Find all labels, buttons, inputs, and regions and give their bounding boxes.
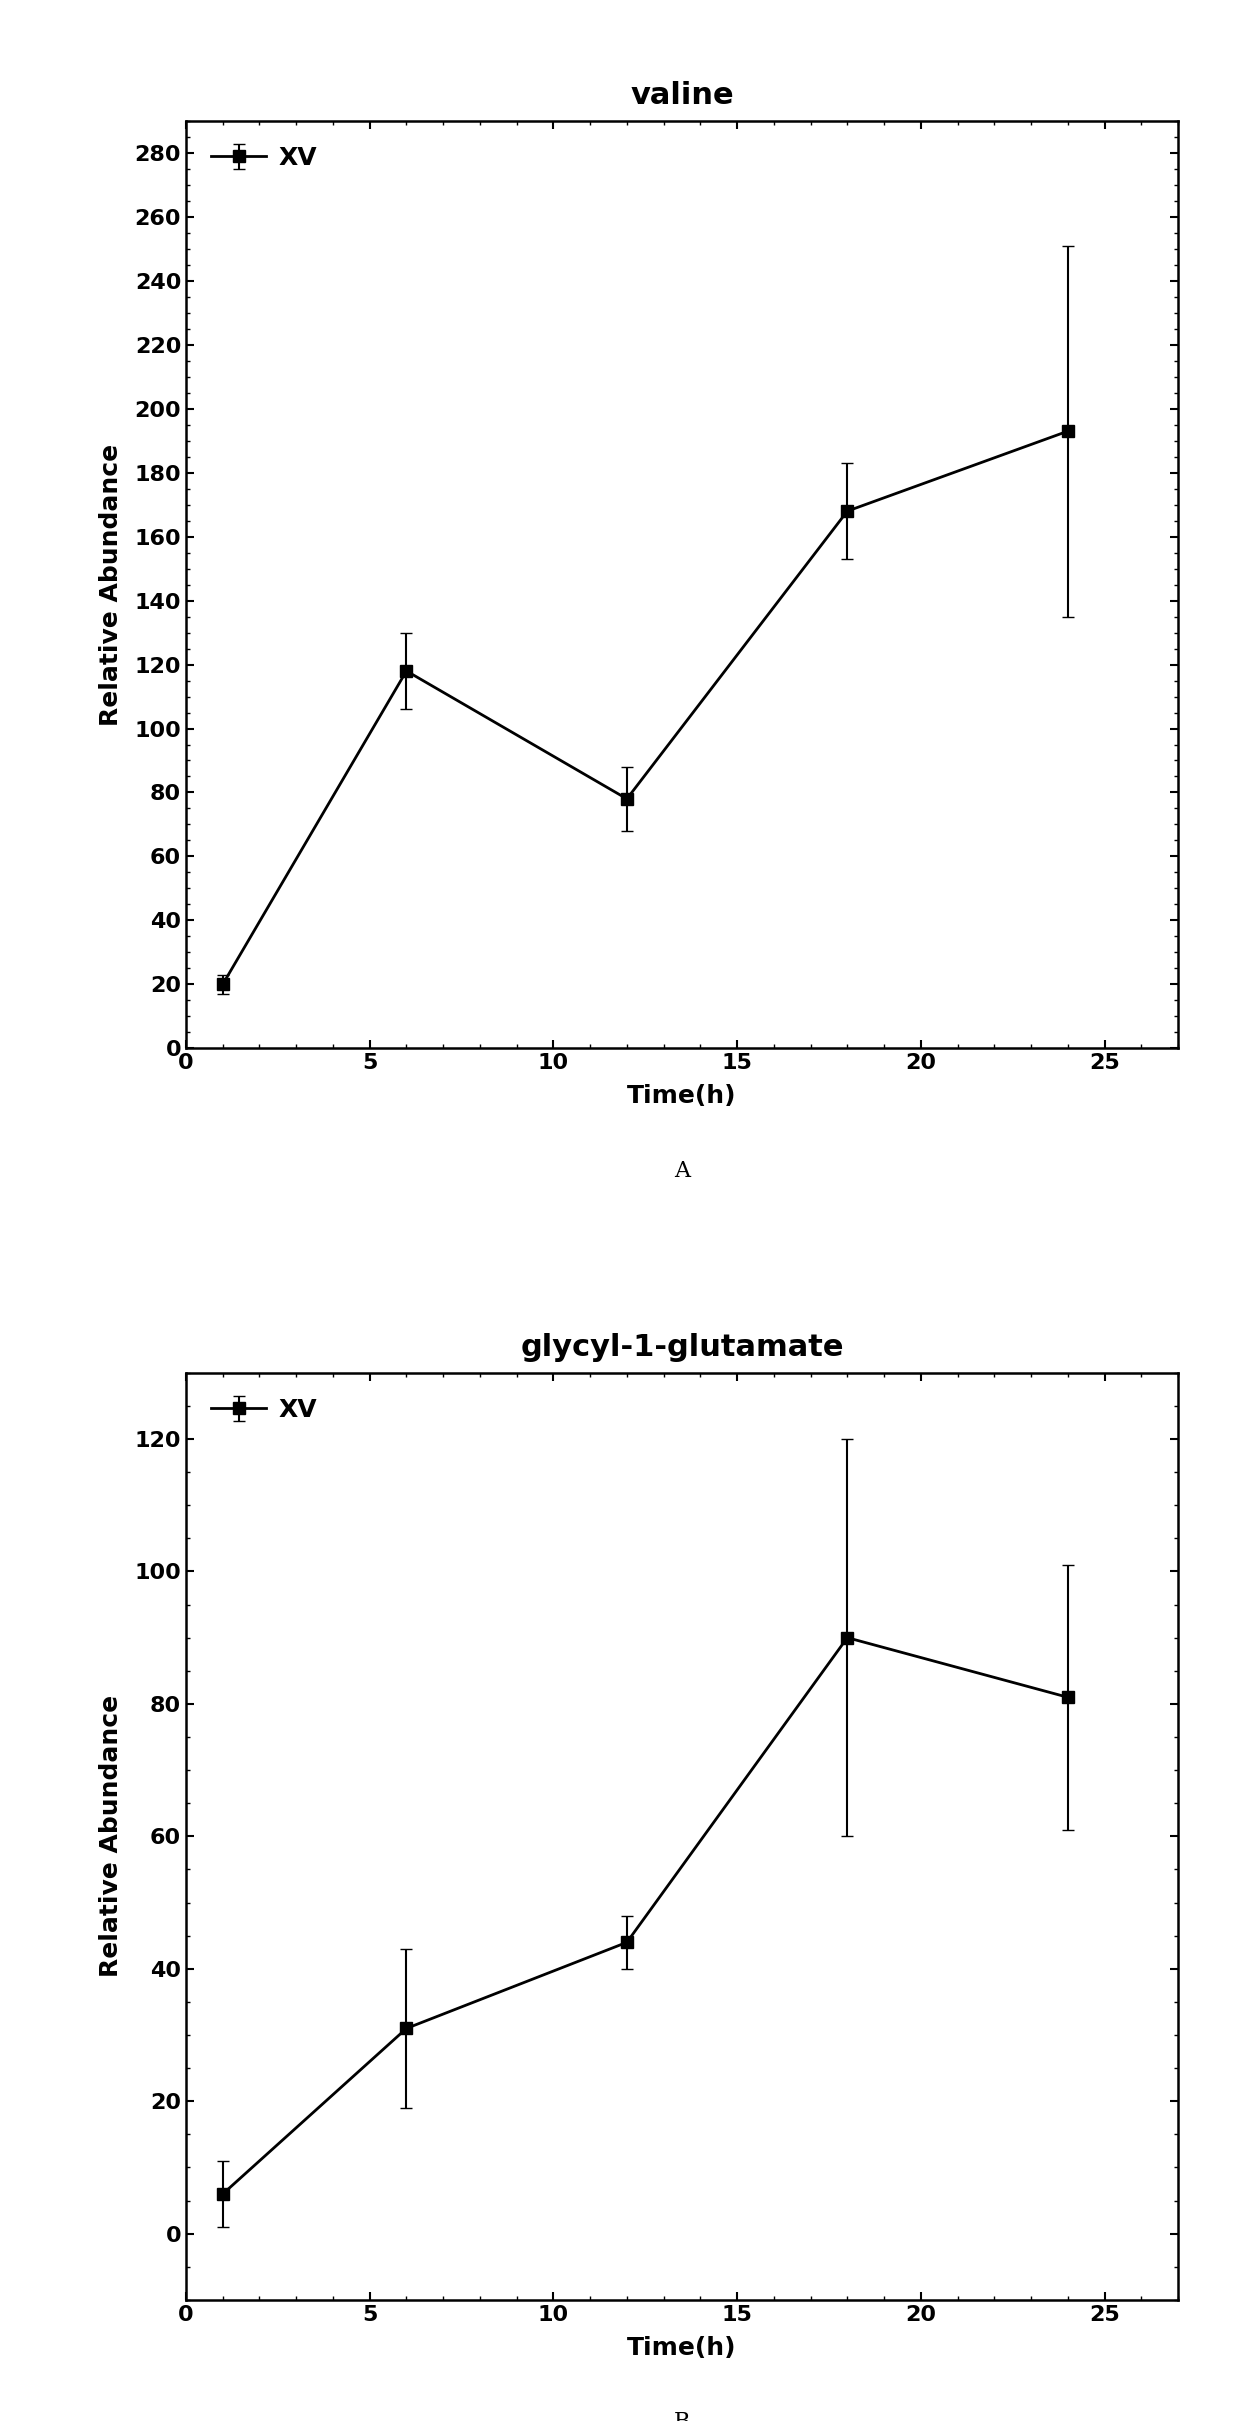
Legend: XV: XV (198, 133, 330, 182)
Y-axis label: Relative Abundance: Relative Abundance (99, 443, 123, 726)
X-axis label: Time(h): Time(h) (627, 2336, 737, 2360)
Y-axis label: Relative Abundance: Relative Abundance (99, 1695, 123, 1978)
Title: valine: valine (630, 82, 734, 111)
Text: B: B (673, 2411, 691, 2421)
Legend: XV: XV (198, 1385, 330, 1433)
Title: glycyl-1-glutamate: glycyl-1-glutamate (521, 1334, 843, 1363)
Text: A: A (675, 1160, 689, 1181)
X-axis label: Time(h): Time(h) (627, 1085, 737, 1109)
